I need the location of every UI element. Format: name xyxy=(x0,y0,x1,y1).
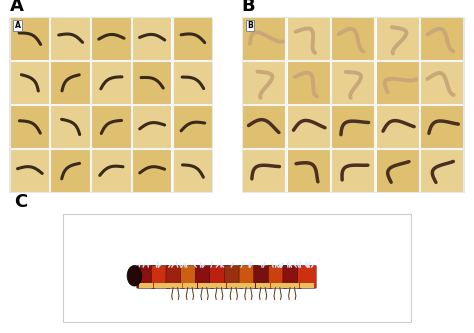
Bar xyxy=(133,150,171,192)
Bar xyxy=(256,283,270,288)
Bar xyxy=(52,62,90,104)
FancyBboxPatch shape xyxy=(210,265,228,288)
Bar xyxy=(139,283,153,288)
Bar xyxy=(11,150,49,192)
Bar xyxy=(421,150,463,192)
Bar xyxy=(133,106,171,148)
Bar xyxy=(332,150,374,192)
Bar xyxy=(288,150,329,192)
Bar xyxy=(377,62,419,104)
FancyBboxPatch shape xyxy=(283,265,301,288)
FancyBboxPatch shape xyxy=(151,265,170,288)
Bar xyxy=(52,106,90,148)
Bar xyxy=(92,150,130,192)
FancyBboxPatch shape xyxy=(224,265,243,288)
Bar xyxy=(52,18,90,60)
Bar xyxy=(288,62,329,104)
Bar xyxy=(243,106,285,148)
FancyBboxPatch shape xyxy=(254,265,273,288)
Bar xyxy=(11,62,49,104)
Bar xyxy=(52,150,90,192)
Bar xyxy=(183,283,197,288)
Bar xyxy=(288,18,329,60)
Text: A: A xyxy=(15,21,20,30)
Bar xyxy=(133,62,171,104)
Bar xyxy=(92,62,130,104)
Bar xyxy=(241,283,255,288)
Bar xyxy=(377,18,419,60)
Bar xyxy=(154,283,168,288)
Bar xyxy=(271,283,285,288)
Bar xyxy=(300,283,314,288)
Ellipse shape xyxy=(127,265,142,286)
FancyBboxPatch shape xyxy=(181,265,199,288)
Text: B: B xyxy=(247,21,253,30)
FancyBboxPatch shape xyxy=(166,265,185,288)
Bar xyxy=(377,106,419,148)
Bar xyxy=(332,18,374,60)
Bar xyxy=(332,62,374,104)
Bar xyxy=(212,283,226,288)
Bar xyxy=(227,283,241,288)
Bar xyxy=(285,283,299,288)
Bar xyxy=(243,150,285,192)
FancyBboxPatch shape xyxy=(268,265,287,288)
Bar xyxy=(92,18,130,60)
FancyBboxPatch shape xyxy=(239,265,258,288)
Bar xyxy=(174,18,212,60)
Bar xyxy=(174,62,212,104)
Bar xyxy=(11,106,49,148)
Bar xyxy=(243,62,285,104)
Bar xyxy=(377,150,419,192)
Bar xyxy=(198,283,211,288)
Bar xyxy=(421,106,463,148)
Bar xyxy=(174,150,212,192)
Bar xyxy=(243,18,285,60)
Bar xyxy=(133,18,171,60)
Bar xyxy=(421,18,463,60)
Bar xyxy=(174,106,212,148)
Bar xyxy=(92,106,130,148)
Bar xyxy=(11,18,49,60)
Text: A: A xyxy=(9,0,23,15)
Text: B: B xyxy=(242,0,255,15)
Bar xyxy=(168,283,182,288)
Bar xyxy=(288,106,329,148)
Text: C: C xyxy=(14,193,27,211)
FancyBboxPatch shape xyxy=(137,265,155,288)
FancyBboxPatch shape xyxy=(298,265,316,288)
Bar xyxy=(421,62,463,104)
Bar xyxy=(332,106,374,148)
FancyBboxPatch shape xyxy=(195,265,214,288)
